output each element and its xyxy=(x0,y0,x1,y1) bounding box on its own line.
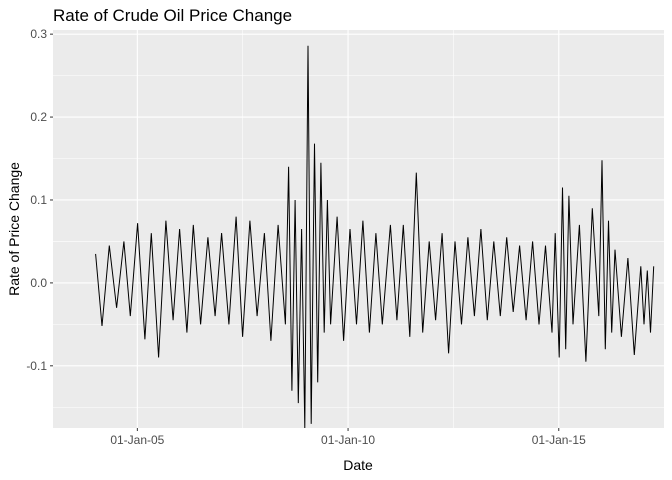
chart-title: Rate of Crude Oil Price Change xyxy=(53,6,293,25)
y-tick-label: -0.1 xyxy=(26,359,47,373)
y-tick-label: 0.3 xyxy=(30,27,47,41)
x-axis-title: Date xyxy=(343,457,373,473)
y-tick-label: 0.0 xyxy=(30,276,47,290)
gridlines xyxy=(53,30,664,428)
x-tick-label: 01-Jan-15 xyxy=(532,433,586,447)
y-axis-title: Rate of Price Change xyxy=(6,162,22,296)
x-tick-label: 01-Jan-05 xyxy=(110,433,164,447)
plot-panel xyxy=(53,30,664,428)
series-line xyxy=(95,45,655,429)
y-tick-label: 0.1 xyxy=(30,193,47,207)
axes: -0.1 0.0 0.1 0.2 0.3 01-Jan-05 01-Jan-10 01-Jan… xyxy=(26,27,586,447)
y-tick-label: 0.2 xyxy=(30,110,47,124)
x-tick-label: 01-Jan-10 xyxy=(321,433,375,447)
